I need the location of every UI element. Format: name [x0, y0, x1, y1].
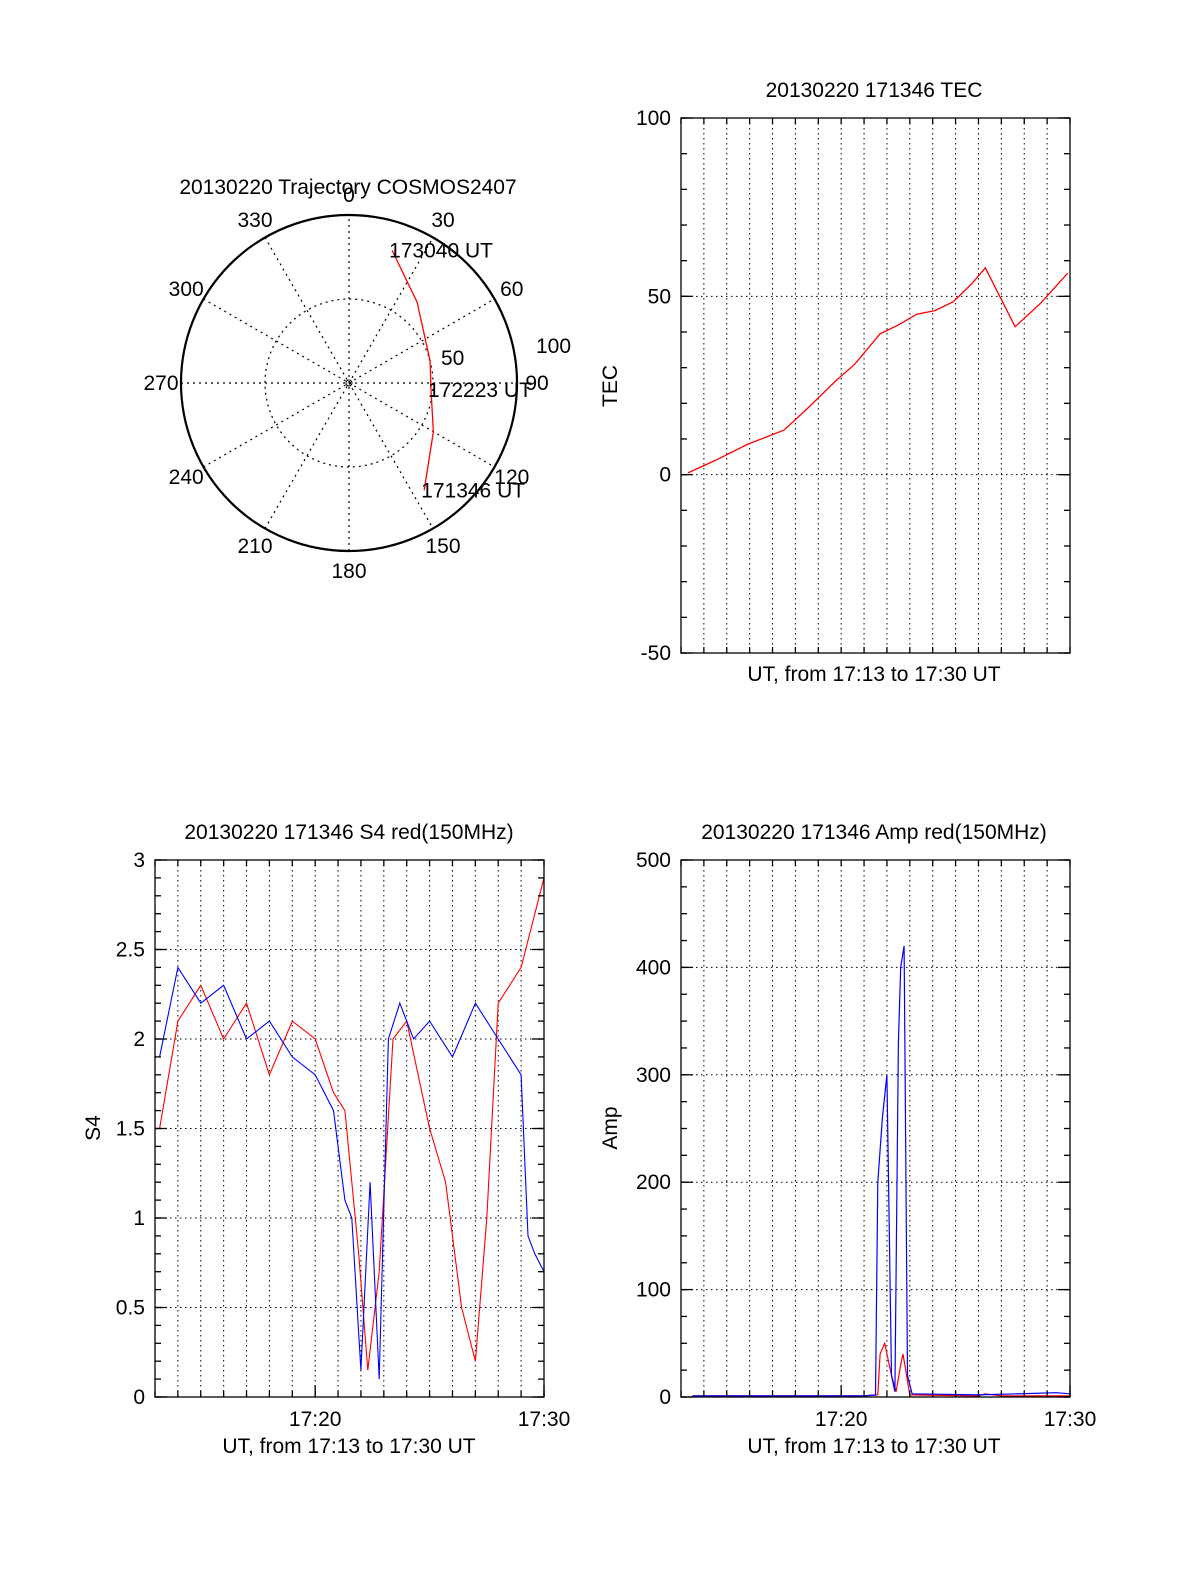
amp-plot-frame	[680, 859, 1071, 1398]
y-tick-label: 2	[133, 1028, 145, 1051]
y-tick-label: 0	[659, 464, 671, 487]
y-tick-label: 100	[636, 107, 671, 130]
y-tick-label: 50	[648, 285, 671, 308]
s4-title: 20130220 171346 S4 red(150MHz)	[184, 821, 513, 844]
polar-azimuth-label: 300	[169, 278, 204, 301]
y-tick-label: 200	[636, 1171, 671, 1194]
polar-grid	[179, 213, 519, 553]
tec-y-axis-label: TEC	[599, 365, 622, 407]
polar-azimuth-label: 30	[431, 209, 454, 232]
polar-azimuth-label: 180	[331, 560, 366, 583]
s4-x-axis-label: UT, from 17:13 to 17:30 UT	[222, 1435, 475, 1458]
s4-x-tick-label: 17:30	[518, 1408, 571, 1431]
amp-y-axis-label: Amp	[599, 1106, 622, 1149]
y-tick-label: 1.5	[116, 1118, 145, 1141]
amp-grid	[681, 860, 1070, 1397]
tec-plot-frame	[680, 117, 1071, 654]
polar-center	[345, 379, 353, 387]
s4-grid	[155, 860, 544, 1397]
s4-panel: 20130220 171346 S4 red(150MHz) 3 2.5 2 1.5 1…	[82, 821, 570, 1458]
trajectory-line	[391, 250, 435, 491]
polar-title: 20130220 Trajectory COSMOS2407	[179, 176, 516, 199]
s4-x-tick-label: 17:20	[289, 1408, 342, 1431]
y-tick-label: 0	[133, 1386, 145, 1409]
y-tick-label: 500	[636, 849, 671, 872]
y-tick-label: -50	[641, 642, 671, 665]
polar-radius-label-100: 100	[536, 335, 571, 358]
y-tick-label: 1	[133, 1207, 145, 1230]
amp-x-tick-label: 17:30	[1044, 1408, 1097, 1431]
amp-y-tick-labels: 500 400 300 200 100 0	[636, 849, 671, 1409]
s4-blue-series-line	[159, 965, 545, 1380]
polar-spoke	[264, 237, 434, 529]
amp-ticks	[680, 859, 1071, 1398]
y-tick-label: 100	[636, 1279, 671, 1302]
polar-azimuth-label: 150	[425, 535, 460, 558]
amp-blue-series-line	[692, 945, 1071, 1397]
polar-azimuth-label: 90	[525, 372, 548, 395]
amp-x-axis-label: UT, from 17:13 to 17:30 UT	[747, 1435, 1000, 1458]
tec-y-tick-labels: 100 50 0 -50	[636, 107, 671, 665]
trajectory-time-label: 171346 UT	[421, 479, 525, 502]
amp-x-tick-label: 17:20	[815, 1408, 868, 1431]
trajectory-labels: 173040 UT 172223 UT 171346 UT	[389, 239, 532, 502]
tec-grid	[681, 118, 1070, 653]
tec-title: 20130220 171346 TEC	[766, 79, 983, 102]
polar-azimuth-label: 60	[500, 278, 523, 301]
s4-ticks	[154, 859, 545, 1398]
trajectory-time-label: 172223 UT	[428, 379, 532, 402]
y-tick-label: 400	[636, 956, 671, 979]
amp-panel: 20130220 171346 Amp red(150MHz) 500 400 30…	[599, 821, 1096, 1458]
polar-azimuth-label: 270	[143, 372, 178, 395]
polar-radius-label-50: 50	[441, 347, 464, 370]
y-tick-label: 0	[659, 1386, 671, 1409]
y-tick-label: 300	[636, 1064, 671, 1087]
y-tick-label: 2.5	[116, 939, 145, 962]
y-tick-label: 0.5	[116, 1297, 145, 1320]
polar-azimuth-label: 120	[494, 466, 529, 489]
polar-azimuth-label: 330	[237, 209, 272, 232]
s4-red-series-line	[159, 877, 545, 1371]
amp-red-series-line	[692, 1341, 1070, 1397]
tec-panel: 20130220 171346 TEC 100 50 0 -50 TEC UT, fr…	[599, 79, 1071, 686]
tec-series-line	[687, 266, 1069, 474]
amp-title: 20130220 171346 Amp red(150MHz)	[701, 821, 1047, 844]
y-tick-label: 3	[133, 849, 145, 872]
tec-ticks	[680, 117, 1071, 654]
polar-panel: 20130220 Trajectory COSMOS2407 0 30 60 90 12…	[143, 176, 571, 583]
polar-azimuth-label: 210	[237, 535, 272, 558]
tec-x-axis-label: UT, from 17:13 to 17:30 UT	[747, 663, 1000, 686]
trajectory-time-label: 173040 UT	[389, 239, 493, 262]
polar-azimuth-label: 0	[343, 184, 355, 207]
polar-azimuth-labels: 0 30 60 90 120 150 180 210 240 270 300 330	[143, 184, 548, 583]
polar-azimuth-label: 240	[169, 466, 204, 489]
s4-y-tick-labels: 3 2.5 2 1.5 1 0.5 0	[116, 849, 145, 1409]
s4-y-axis-label: S4	[82, 1115, 105, 1141]
